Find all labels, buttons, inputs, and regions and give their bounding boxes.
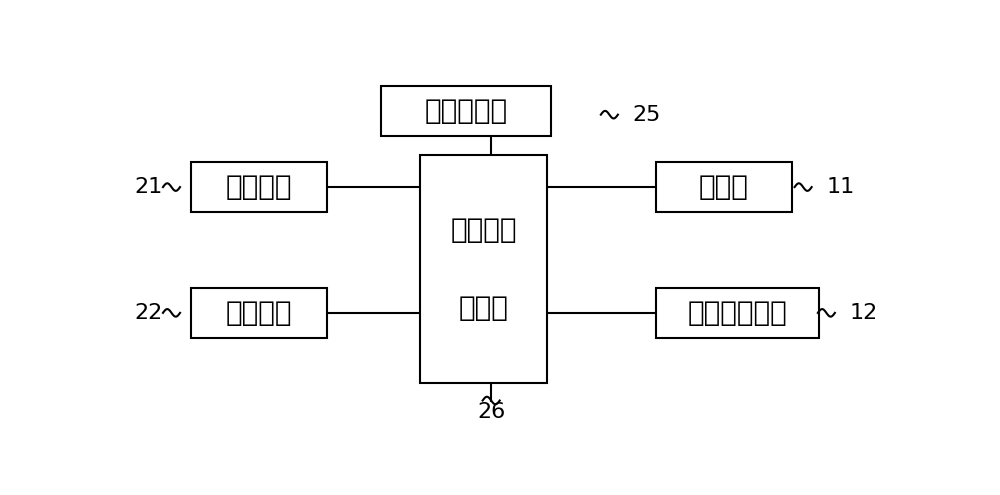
Text: 第二阀门: 第二阀门: [225, 299, 292, 327]
Text: 26: 26: [477, 402, 505, 422]
Text: 21: 21: [134, 177, 162, 197]
Text: 空压机: 空压机: [699, 173, 749, 201]
Text: 22: 22: [134, 303, 162, 323]
Bar: [420, 154, 547, 383]
Bar: [381, 86, 551, 136]
Bar: [191, 288, 326, 338]
Text: 压力传感器: 压力传感器: [424, 97, 508, 125]
Bar: [656, 162, 792, 212]
Text: 25: 25: [633, 104, 661, 125]
Bar: [191, 162, 326, 212]
Text: 燃料电池

控制器: 燃料电池 控制器: [450, 216, 517, 322]
Text: 第一阀门: 第一阀门: [225, 173, 292, 201]
Text: 12: 12: [850, 303, 878, 323]
Text: 氢气喷射装置: 氢气喷射装置: [687, 299, 787, 327]
Bar: [656, 288, 819, 338]
Text: 11: 11: [826, 177, 855, 197]
